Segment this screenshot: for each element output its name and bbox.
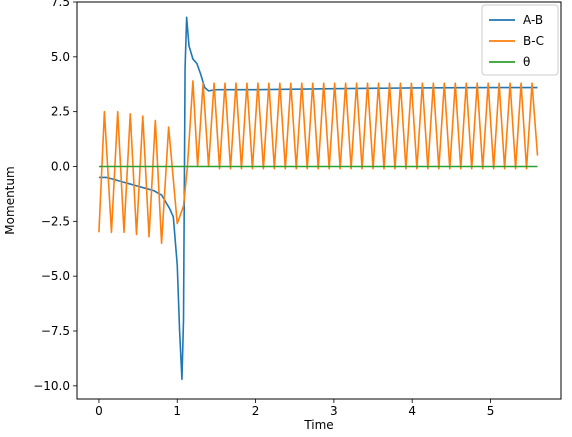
series-layer [98,16,539,381]
x-tick-label: 3 [330,404,338,418]
legend-label: θ [523,55,530,69]
y-tick-label: −10.0 [33,379,70,393]
y-tick-label: 2.5 [51,105,70,119]
y-axis-label: Momentum [3,166,17,234]
legend-box [481,4,559,76]
y-tick-label: −2.5 [41,214,70,228]
y-tick-label: −7.5 [41,324,70,338]
y-axis: −10.0 −7.5 −5.0 −2.5 0.0 2.5 5.0 7.5 [33,0,77,393]
y-tick-label: 5.0 [51,50,70,64]
plot-area-frame [76,1,562,400]
x-tick-label: 4 [408,404,416,418]
x-tick-label: 0 [95,404,103,418]
y-tick-label: 7.5 [51,0,70,9]
legend: A-B B-C θ [481,4,559,76]
x-axis: 0 1 2 3 4 5 [95,399,494,418]
x-tick-label: 1 [173,404,181,418]
x-axis-label: Time [303,418,333,432]
series-line-1 [98,16,538,381]
y-tick-label: 0.0 [51,160,70,174]
series-line-2 [98,80,539,245]
legend-label: B-C [523,34,544,48]
x-tick-label: 2 [252,404,260,418]
legend-label: A-B [523,13,543,27]
x-tick-label: 5 [487,404,495,418]
y-tick-label: −5.0 [41,269,70,283]
